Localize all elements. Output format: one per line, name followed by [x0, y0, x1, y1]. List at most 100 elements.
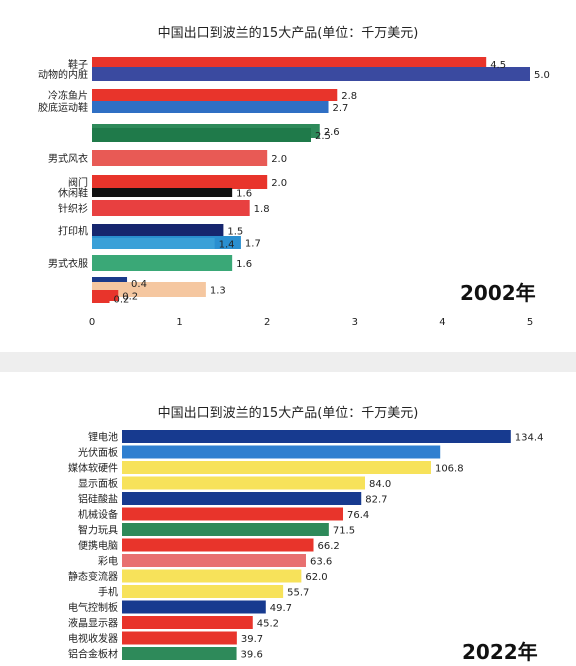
value-label-2002: 2.5 — [315, 131, 331, 142]
category-label-2022: 智力玩具 — [78, 524, 118, 537]
x-tick-label-2002: 4 — [439, 317, 445, 328]
value-label-2022: 45.2 — [257, 619, 279, 630]
category-label-2002: 鞋子 — [68, 58, 88, 71]
category-label-2002: 冷冻鱼片 — [48, 89, 88, 102]
value-label-2002: 0.2 — [114, 295, 130, 306]
value-label-2002: 2.0 — [271, 154, 287, 165]
value-label-2002: 2.8 — [341, 91, 357, 102]
x-tick-label-2002: 0 — [89, 317, 95, 328]
category-label-2022: 铝硅酸盐 — [78, 493, 118, 506]
bar-2002 — [92, 89, 338, 101]
value-label-2002: 1.5 — [227, 227, 243, 238]
value-label-2022: 39.6 — [241, 650, 263, 661]
value-label-2022: 84.0 — [369, 479, 391, 490]
bar-2022 — [122, 430, 511, 443]
value-label-2022: 71.5 — [333, 526, 355, 537]
x-tick-label-2002: 5 — [527, 317, 533, 328]
bar-chart-2002: 鞋子 4.5 动物的内脏 5.0 冷冻鱼片 2.8 胶底运动鞋 2.7 2.62.5 男式风衣 2.… — [38, 57, 550, 328]
value-label-2022: 62.0 — [305, 572, 327, 583]
bar-2002 — [92, 101, 329, 113]
chart-panel-2002: 中国出口到波兰的15大产品(单位：千万美元) 鞋子 4.5 动物的内脏 5.0 冷冻鱼片… — [38, 26, 550, 328]
bar-2002 — [92, 150, 268, 166]
category-label-2022: 液晶显示器 — [68, 617, 118, 630]
value-label-2022: 63.6 — [310, 557, 332, 568]
bar-2022 — [122, 631, 237, 645]
value-label-2002: 2.7 — [333, 103, 349, 114]
value-label-2002: 0.4 — [131, 279, 147, 290]
category-label-2002: 男式风衣 — [48, 152, 88, 165]
category-label-2002: 休闲鞋 — [58, 187, 88, 200]
category-label-2022: 便携电脑 — [78, 539, 118, 552]
x-tick-label-2002: 3 — [352, 317, 358, 328]
bar-2022 — [122, 476, 365, 490]
bar-2022 — [122, 507, 344, 521]
bar-2022 — [122, 647, 237, 660]
x-tick-label-2002: 2 — [264, 317, 270, 328]
category-label-2022: 铝合金板材 — [68, 648, 118, 661]
bar-2002 — [92, 200, 250, 216]
panel-separator — [0, 352, 576, 372]
value-label-2002: 5.0 — [534, 70, 550, 81]
value-label-2002: 1.8 — [254, 204, 270, 215]
category-label-2022: 手机 — [98, 586, 118, 599]
bar-2022 — [122, 554, 306, 567]
value-label-2002: 0.2 — [122, 292, 138, 303]
chart-title-2022: 中国出口到波兰的15大产品(单位：千万美元) — [157, 406, 419, 421]
x-tick-label-2002: 1 — [176, 317, 182, 328]
category-label-2022: 媒体软硬件 — [68, 462, 118, 475]
value-label-2022: 55.7 — [287, 588, 309, 599]
category-label-2022: 电视收发器 — [68, 632, 118, 645]
bar-2002 — [92, 128, 311, 142]
category-label-2022: 机械设备 — [78, 508, 118, 521]
category-label-2022: 光伏面板 — [78, 446, 118, 459]
category-label-2002: 胶底运动鞋 — [38, 101, 88, 114]
category-label-2002: 打印机 — [58, 225, 88, 238]
bar-2022 — [122, 600, 266, 614]
value-label-2022: 106.8 — [435, 464, 464, 475]
category-label-2002: 阀门 — [68, 176, 88, 189]
value-label-2002: 2.6 — [324, 127, 340, 138]
value-label-2022: 82.7 — [365, 495, 387, 506]
value-label-2002: 1.4 — [219, 240, 235, 251]
category-label-2022: 静态变流器 — [68, 570, 118, 583]
value-label-2002: 1.7 — [245, 239, 261, 250]
year-label-2022: 2022年 — [462, 640, 538, 664]
bar-2002 — [92, 294, 110, 303]
bar-2002 — [92, 255, 233, 271]
category-label-2002: 男式衣服 — [48, 257, 88, 270]
value-label-2002: 1.3 — [210, 286, 226, 297]
category-label-2022: 电气控制板 — [68, 601, 118, 614]
value-label-2002: 1.6 — [236, 189, 252, 200]
chart-title-2002: 中国出口到波兰的15大产品(单位：千万美元) — [157, 26, 419, 41]
bar-2022 — [122, 461, 431, 474]
category-label-2022: 显示面板 — [78, 477, 118, 490]
category-label-2022: 彩电 — [98, 555, 118, 568]
value-label-2022: 134.4 — [515, 433, 544, 444]
value-label-2002: 1.6 — [236, 259, 252, 270]
bar-2022 — [122, 616, 253, 629]
category-label-2002: 动物的内脏 — [38, 68, 88, 81]
bar-2002 — [92, 188, 233, 197]
category-label-2022: 锂电池 — [88, 431, 118, 444]
bar-2002 — [92, 238, 215, 249]
bar-2022 — [122, 492, 362, 505]
value-label-2002: 4.5 — [490, 60, 506, 71]
year-label-2002: 2002年 — [460, 281, 536, 305]
value-label-2022: 76.4 — [347, 510, 369, 521]
chart-panel-2022: 中国出口到波兰的15大产品(单位：千万美元) 锂电池 134.4 光伏面板媒体软硬件… — [0, 372, 576, 666]
bar-2002 — [92, 175, 268, 189]
category-label-2002: 针织衫 — [58, 202, 88, 215]
value-label-2002: 2.0 — [271, 178, 287, 189]
value-label-2022: 49.7 — [270, 603, 292, 614]
bar-2022 — [122, 445, 441, 459]
bar-2002 — [92, 282, 206, 297]
bar-2022 — [122, 585, 284, 598]
value-label-2022: 66.2 — [318, 541, 340, 552]
bar-2022 — [122, 569, 302, 583]
value-label-2022: 39.7 — [241, 634, 263, 645]
bar-2022 — [122, 538, 314, 552]
bar-2022 — [122, 523, 329, 536]
bar-2002 — [92, 224, 224, 237]
bar-2002 — [92, 67, 530, 81]
